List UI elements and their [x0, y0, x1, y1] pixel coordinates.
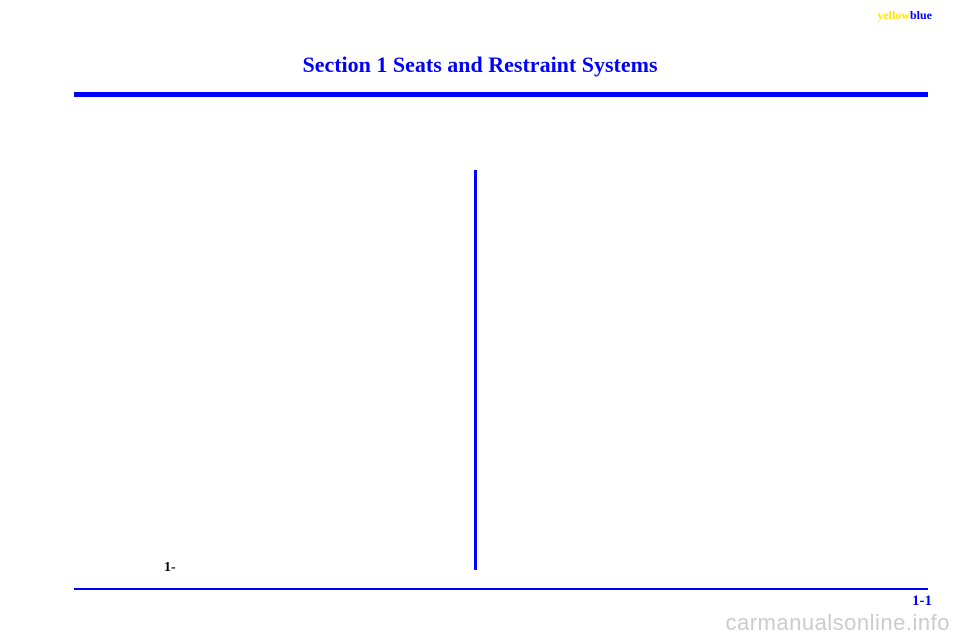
page-number-right: 1-1 [912, 593, 932, 610]
bottom-horizontal-rule [74, 588, 928, 590]
section-title: Section 1 Seats and Restraint Systems [0, 52, 960, 78]
top-horizontal-rule [74, 92, 928, 97]
header-marks: yellowblue [877, 8, 932, 23]
blue-label: blue [910, 8, 932, 22]
yellow-label: yellow [877, 8, 910, 22]
watermark: carmanualsonline.info [725, 610, 950, 636]
page-number-left: 1- [164, 560, 176, 576]
center-vertical-rule [474, 170, 477, 570]
